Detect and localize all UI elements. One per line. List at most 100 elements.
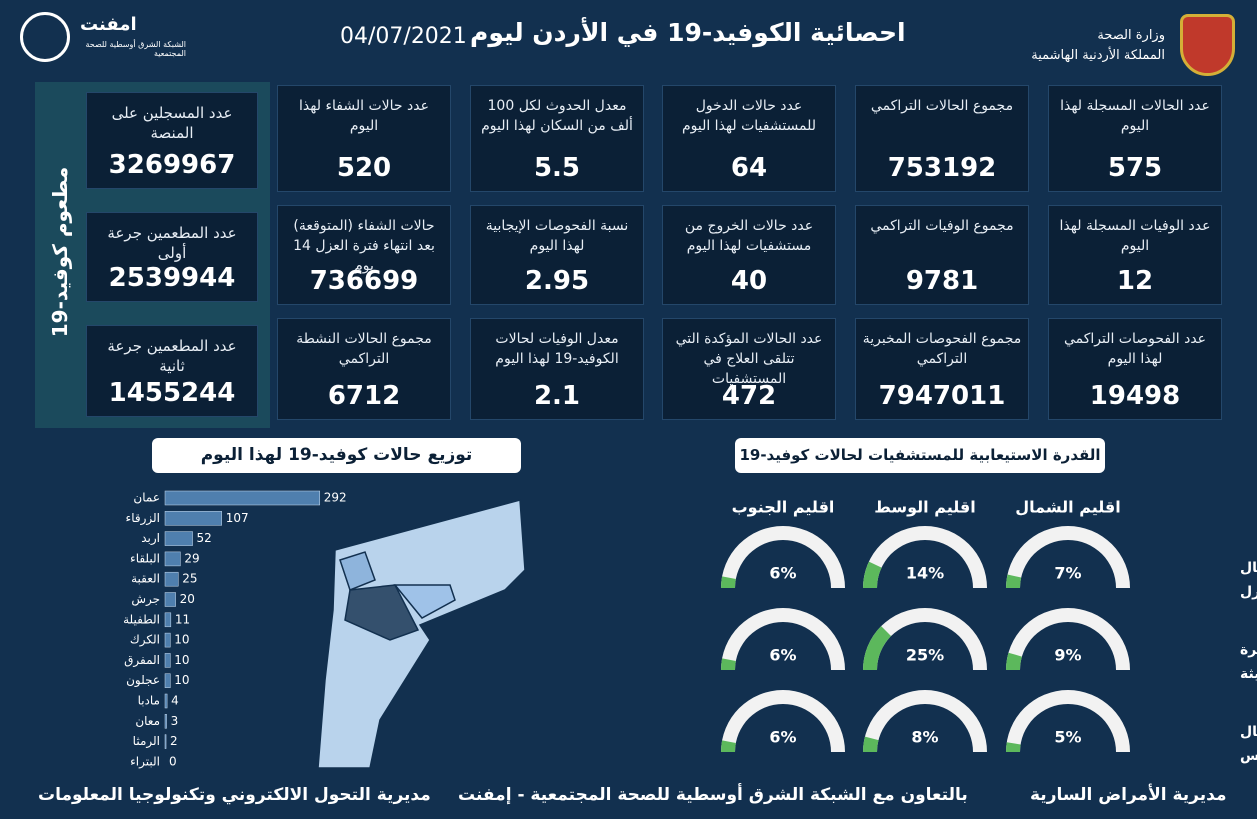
stat-label: عدد الحالات المؤكدة التي تتلقى العلاج في… [675, 331, 823, 387]
bar-category: الطفيلة [123, 612, 160, 626]
stat-card: مجموع الحالات النشطة التراكمي 6712 [277, 318, 451, 420]
bar-value: 3 [171, 714, 179, 728]
ministry-name: وزارة الصحة [1097, 28, 1165, 43]
bar-value: 10 [174, 633, 189, 647]
bar [164, 531, 193, 546]
footer-center: بالتعاون مع الشبكة الشرق أوسطية للصحة ال… [458, 785, 968, 805]
stat-label: معدل الحدوث لكل 100 ألف من السكان لهذا ا… [481, 98, 633, 134]
gauge-value: 5% [1054, 728, 1081, 747]
partner-name: الشبكة الشرق أوسطية للصحة المجتمعية [85, 40, 187, 58]
bar [164, 653, 171, 668]
vaccine-card: عدد المطعمين جرعة أولى 2539944 [86, 212, 258, 302]
stat-label: مجموع الوفيات التراكمي [870, 218, 1014, 234]
gauge-fill [1006, 652, 1022, 670]
stat-label: معدل الوفيات لحالات الكوفيد-19 لهذا اليو… [495, 331, 619, 367]
gauge-fill [721, 740, 736, 752]
stat-value: 9781 [905, 266, 979, 296]
stat-card: عدد الوفيات المسجلة لهذا اليوم 12 [1048, 205, 1222, 305]
ministry-emblem [1180, 14, 1235, 76]
bar [164, 612, 172, 628]
gauge-track [863, 526, 987, 588]
gauge-fill [863, 561, 882, 588]
stat-label: حالات الشفاء (المتوقعة) بعد انتهاء فترة … [293, 218, 435, 274]
gauge-fill [1006, 574, 1022, 588]
bar [164, 511, 222, 526]
stat-value: 2.95 [524, 266, 590, 296]
stat-value: 520 [336, 153, 392, 183]
bar-category: مادبا [138, 694, 160, 708]
stat-label: عدد حالات الشفاء لهذا اليوم [299, 98, 429, 134]
bar-value: 20 [180, 592, 195, 606]
bar [164, 592, 176, 607]
bar [164, 734, 167, 749]
bar-value: 292 [324, 491, 347, 505]
vaccine-label: عدد المسجلين على المنصة [111, 104, 233, 142]
gauge-value: 7% [1054, 564, 1081, 583]
stat-card: عدد حالات الدخول للمستشفيات لهذا اليوم 64 [662, 85, 836, 192]
bar-value: 107 [226, 511, 249, 525]
date: 04/07/2021 [340, 24, 467, 49]
stat-label: عدد الوفيات المسجلة لهذا اليوم [1059, 218, 1211, 254]
stat-value: 736699 [309, 266, 419, 296]
vaccine-value: 1455244 [108, 378, 236, 408]
vaccine-label: عدد المطعمين جرعة أولى [107, 224, 237, 262]
bar-value: 2 [170, 734, 178, 748]
gauge-track [1006, 690, 1130, 752]
stat-card: مجموع الوفيات التراكمي 9781 [855, 205, 1029, 305]
stat-card: عدد حالات الخروج من مستشفيات لهذا اليوم 4… [662, 205, 836, 305]
vaccine-card: عدد المسجلين على المنصة 3269967 [86, 92, 258, 189]
gauge-value: 25% [906, 646, 944, 665]
stat-label: نسبة الفحوصات الإيجابية لهذا اليوم [485, 218, 629, 254]
region-label: اقليم الوسط [874, 498, 976, 517]
bar-value: 11 [175, 612, 190, 626]
gauge-track [863, 608, 987, 670]
gauge-track [721, 526, 845, 588]
gauge-track [1006, 608, 1130, 670]
bar-title: توزيع حالات كوفيد-19 لهذا اليوم [152, 438, 521, 473]
stat-label: مجموع الفحوصات المخبرية التراكمي [862, 331, 1022, 367]
region-label: اقليم الجنوب [732, 498, 835, 517]
stat-label: مجموع الحالات النشطة التراكمي [296, 331, 432, 367]
gauge-value: 8% [911, 728, 938, 747]
stat-value: 12 [1116, 266, 1154, 296]
vaccine-label: عدد المطعمين جرعة ثانية [107, 337, 237, 375]
gauge-fill [721, 576, 736, 588]
vaccine-value: 2539944 [108, 263, 236, 293]
stat-card: مجموع الفحوصات المخبرية التراكمي 7947011 [855, 318, 1029, 420]
bar-value: 25 [182, 572, 197, 586]
stat-card: معدل الحدوث لكل 100 ألف من السكان لهذا ا… [470, 85, 644, 192]
stat-card: مجموع الحالات التراكمي 753192 [855, 85, 1029, 192]
stat-value: 753192 [887, 153, 997, 183]
gauge-value: 6% [769, 646, 796, 665]
stat-label: عدد حالات الخروج من مستشفيات لهذا اليوم [684, 218, 814, 254]
vaccine-title: مطعوم كوفيد-19 [48, 166, 72, 338]
stat-card: معدل الوفيات لحالات الكوفيد-19 لهذا اليو… [470, 318, 644, 420]
gauge-title: القدرة الاستيعابية للمستشفيات لحالات كوف… [735, 438, 1105, 473]
stat-label: عدد الفحوصات التراكمي لهذا اليوم [1063, 331, 1207, 367]
stat-label: عدد حالات الدخول للمستشفيات لهذا اليوم [681, 98, 817, 134]
stat-label: عدد الحالات المسجلة لهذا اليوم [1060, 98, 1210, 134]
partner-logo [20, 12, 70, 62]
stat-value: 575 [1107, 153, 1163, 183]
gauge-fill [863, 736, 879, 752]
footer-left: مديرية التحول الالكتروني وتكنولوجيا المع… [38, 785, 431, 805]
partner-logo-text: امفنت [80, 14, 137, 35]
gauge-fill [863, 626, 892, 670]
gauge-track [1006, 526, 1130, 588]
bar-value: 4 [171, 694, 179, 708]
bar-value: 52 [197, 531, 212, 545]
bar-category: عمان [133, 491, 160, 505]
bar [164, 632, 171, 648]
stat-value: 19498 [1089, 381, 1181, 411]
stat-value: 64 [730, 153, 768, 183]
stat-value: 2.1 [533, 381, 581, 411]
bar [164, 551, 181, 567]
bar-category: الرمثا [133, 734, 160, 749]
bar-category: الكرك [130, 633, 160, 648]
bar-value: 0 [169, 754, 177, 768]
gauge-fill [721, 658, 736, 670]
vaccine-card: عدد المطعمين جرعة ثانية 1455244 [86, 325, 258, 417]
bar-category: معان [135, 714, 160, 728]
gauge-value: 6% [769, 728, 796, 747]
